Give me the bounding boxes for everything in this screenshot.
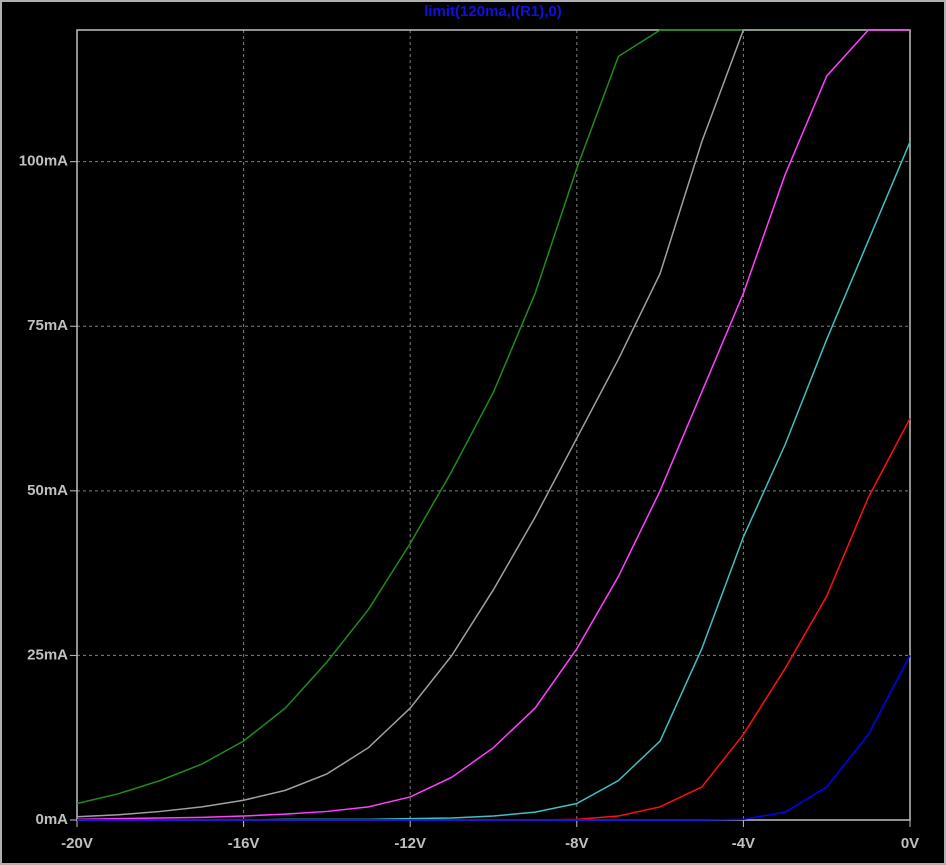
series-line: [77, 655, 911, 821]
x-tick-label: -4V: [732, 835, 755, 852]
y-tick-label: 100mA: [19, 153, 68, 170]
y-tick-label: 0mA: [35, 811, 68, 828]
y-tick-label: 50mA: [27, 482, 68, 499]
x-tick-label: -20V: [61, 835, 93, 852]
y-tick-label: 75mA: [27, 317, 68, 334]
series-line: [76, 29, 910, 818]
y-tick-label: 25mA: [27, 646, 68, 663]
series-line: [76, 29, 910, 821]
x-tick-label: -8V: [565, 835, 588, 852]
chart-title: limit(120ma,I(R1),0): [424, 3, 562, 20]
x-tick-label: -12V: [394, 835, 426, 852]
x-tick-label: -16V: [228, 835, 260, 852]
x-tick-label: 0V: [901, 835, 919, 852]
